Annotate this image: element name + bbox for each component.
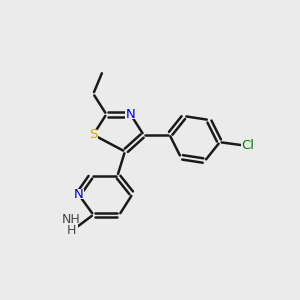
Text: N: N (74, 188, 83, 201)
Bar (241, 141, 254, 151)
Text: N: N (126, 108, 135, 121)
Bar (73, 189, 83, 200)
Text: NH: NH (61, 213, 80, 226)
Bar (125, 109, 136, 119)
Text: S: S (89, 128, 98, 141)
Text: Cl: Cl (241, 140, 254, 152)
Bar (88, 130, 98, 140)
Bar (60, 213, 78, 239)
Text: H: H (66, 224, 76, 237)
